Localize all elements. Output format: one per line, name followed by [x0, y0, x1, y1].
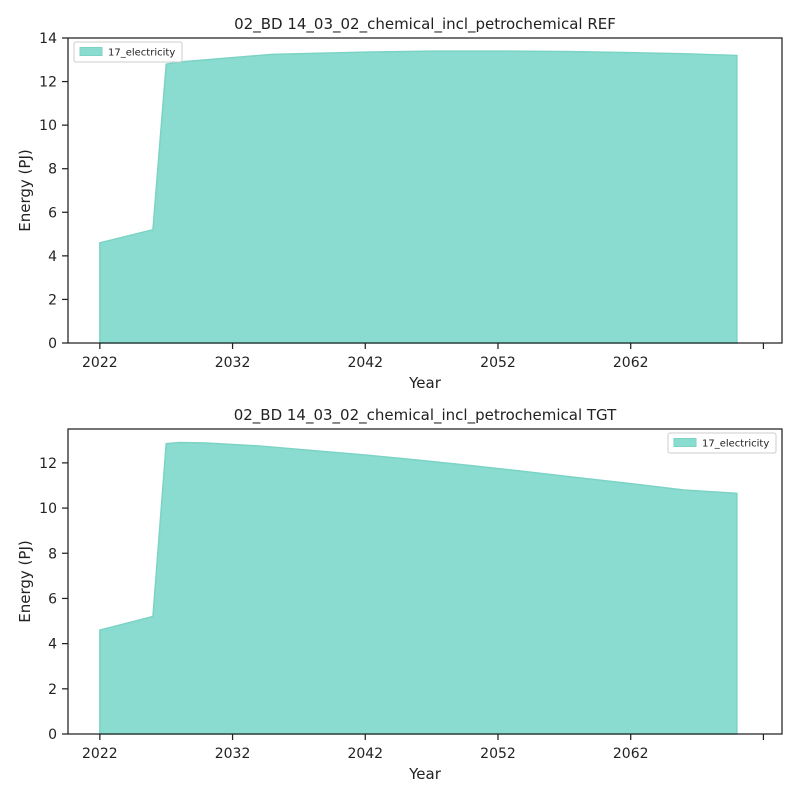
- chart2-x-tick-label-5: 2062: [613, 746, 649, 762]
- chart2-legend: 17_electricity: [667, 432, 777, 454]
- chart1-legend-swatch: [79, 47, 103, 56]
- chart1-y-tick-label-8: 14: [39, 31, 57, 47]
- chart1-x-tick-label-2: 2032: [215, 355, 251, 371]
- chart2-title: 02_BD 14_03_02_chemical_incl_petrochemic…: [234, 406, 617, 425]
- chart2-area-series-1: [99, 441, 738, 735]
- chart2-y-tick-label-2: 2: [48, 682, 57, 698]
- chart1-x-tick-label-4: 2052: [480, 355, 516, 371]
- chart1-y-tick-label-3: 4: [48, 249, 57, 265]
- chart1-x-tick-label-5: 2062: [613, 355, 649, 371]
- chart1-y-tick-label-1: 0: [48, 336, 57, 352]
- chart2-legend-label: 17_electricity: [702, 439, 769, 450]
- chart2-y-tick-label-7: 12: [39, 456, 57, 472]
- chart2-y-tick-label-6: 10: [39, 501, 57, 517]
- chart1-y-axis-label: Energy (PJ): [16, 149, 34, 231]
- chart2-legend-swatch: [673, 438, 697, 447]
- chart1-legend: 17_electricity: [73, 41, 183, 63]
- chart2-x-tick-label-3: 2042: [347, 746, 383, 762]
- chart1-area-series-1: [99, 50, 738, 344]
- chart2-y-tick-label-1: 0: [48, 727, 57, 743]
- chart2-x-tick-label-2: 2032: [215, 746, 251, 762]
- chart2-x-axis-label: Year: [408, 765, 442, 783]
- chart2-y-axis-label: Energy (PJ): [16, 540, 34, 622]
- chart1-x-axis-label: Year: [408, 374, 442, 392]
- chart2-axes-frame: [67, 428, 783, 735]
- chart2-x-tick-label-1: 2022: [82, 746, 118, 762]
- chart2-y-tick-label-3: 4: [48, 637, 57, 653]
- chart1-y-tick-label-5: 8: [48, 162, 57, 178]
- chart1-title: 02_BD 14_03_02_chemical_incl_petrochemic…: [234, 15, 616, 34]
- chart1-axes-frame: [67, 37, 783, 344]
- chart2-group: 2022 2032 2042 2052 2062 0 2 4 6 8 10 12 02_BD 14_03…: [16, 406, 783, 783]
- chart1-y-tick-label-2: 2: [48, 292, 57, 308]
- chart1-group: 2022 2032 2042 2052 2062 0 2 4 6 8 10 12 14 02_BD 14_…: [16, 15, 783, 392]
- chart1-legend-label: 17_electricity: [108, 48, 175, 59]
- chart1-y-tick-label-4: 6: [48, 205, 57, 221]
- chart1-y-tick-label-6: 10: [39, 118, 57, 134]
- chart2-x-tick-label-4: 2052: [480, 746, 516, 762]
- chart1-x-tick-label-1: 2022: [82, 355, 118, 371]
- chart2-y-tick-label-4: 6: [48, 591, 57, 607]
- chart2-y-tick-label-5: 8: [48, 546, 57, 562]
- chart1-x-tick-label-3: 2042: [347, 355, 383, 371]
- chart1-y-tick-label-7: 12: [39, 75, 57, 91]
